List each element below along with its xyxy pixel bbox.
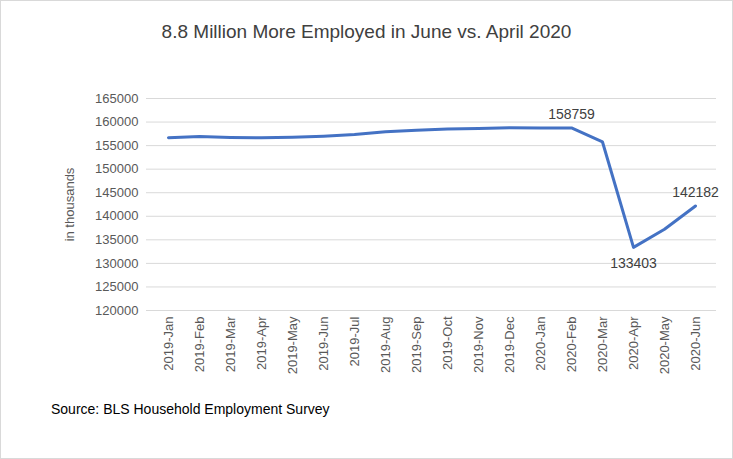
svg-text:158759: 158759 (548, 106, 595, 122)
svg-text:150000: 150000 (95, 161, 138, 176)
svg-text:2019-Feb: 2019-Feb (192, 317, 207, 373)
svg-text:165000: 165000 (95, 91, 138, 106)
svg-text:125000: 125000 (95, 279, 138, 294)
svg-text:133403: 133403 (610, 255, 657, 271)
svg-text:145000: 145000 (95, 185, 138, 200)
svg-text:2019-Jan: 2019-Jan (161, 317, 176, 371)
svg-text:2019-Jul: 2019-Jul (347, 316, 362, 366)
svg-text:2019-Jun: 2019-Jun (316, 317, 331, 371)
svg-text:2020-May: 2020-May (657, 316, 672, 374)
svg-text:2019-Dec: 2019-Dec (502, 316, 517, 373)
svg-text:2020-Jun: 2020-Jun (688, 317, 703, 371)
svg-text:142182: 142182 (672, 184, 719, 200)
svg-text:135000: 135000 (95, 232, 138, 247)
svg-text:2019-May: 2019-May (285, 316, 300, 374)
svg-text:2019-Oct: 2019-Oct (440, 316, 455, 370)
html-text:8.8 Million More Employed in J: 8.8 Million More Employed in June vs. Ap… (161, 21, 572, 42)
svg-text:120000: 120000 (95, 303, 138, 318)
svg-text:2019-Sep: 2019-Sep (409, 317, 424, 373)
svg-text:2019-Nov: 2019-Nov (471, 316, 486, 373)
svg-text:130000: 130000 (95, 256, 138, 271)
svg-text:2020-Feb: 2020-Feb (564, 317, 579, 373)
svg-text:2019-Apr: 2019-Apr (254, 316, 269, 370)
svg-text:140000: 140000 (95, 208, 138, 223)
svg-text:160000: 160000 (95, 114, 138, 129)
svg-text:2019-Mar: 2019-Mar (223, 316, 238, 372)
svg-text:2020-Apr: 2020-Apr (626, 316, 641, 370)
svg-text:2019-Aug: 2019-Aug (378, 317, 393, 373)
svg-text:2020-Jan: 2020-Jan (533, 317, 548, 371)
html-text:Source: BLS Household Employme: Source: BLS Household Employment Survey (51, 401, 330, 417)
svg-text:155000: 155000 (95, 138, 138, 153)
svg-text:in thousands: in thousands (62, 167, 77, 241)
svg-text:2020-Mar: 2020-Mar (595, 316, 610, 372)
